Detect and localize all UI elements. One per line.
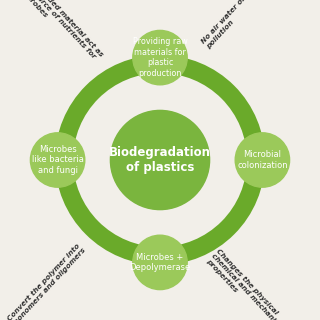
Text: Changes the physical
chemical and mechanical
properties: Changes the physical chemical and mechan… bbox=[205, 248, 289, 320]
Text: Providing raw
materials for
plastic
production: Providing raw materials for plastic prod… bbox=[132, 37, 188, 78]
Circle shape bbox=[235, 133, 290, 187]
Circle shape bbox=[133, 30, 187, 85]
Text: Biodegradation
of plastics: Biodegradation of plastics bbox=[109, 146, 211, 174]
Text: Microbes
like bacteria
and fungi: Microbes like bacteria and fungi bbox=[32, 145, 84, 175]
Circle shape bbox=[133, 235, 187, 290]
Text: Microbes +
Depolymerase: Microbes + Depolymerase bbox=[129, 253, 191, 272]
Text: No air water or land
pollution: No air water or land pollution bbox=[200, 0, 266, 50]
Circle shape bbox=[135, 33, 185, 83]
Text: Degraded material act as
a source of nutrients for
microbes: Degraded material act as a source of nut… bbox=[19, 0, 105, 67]
Circle shape bbox=[135, 237, 185, 287]
Text: Microbial
colonization: Microbial colonization bbox=[237, 150, 288, 170]
Circle shape bbox=[237, 135, 287, 185]
Circle shape bbox=[110, 110, 210, 210]
Circle shape bbox=[30, 133, 85, 187]
Circle shape bbox=[33, 135, 83, 185]
Text: Convert the polymer into
monomers and oligomers: Convert the polymer into monomers and ol… bbox=[6, 242, 87, 320]
